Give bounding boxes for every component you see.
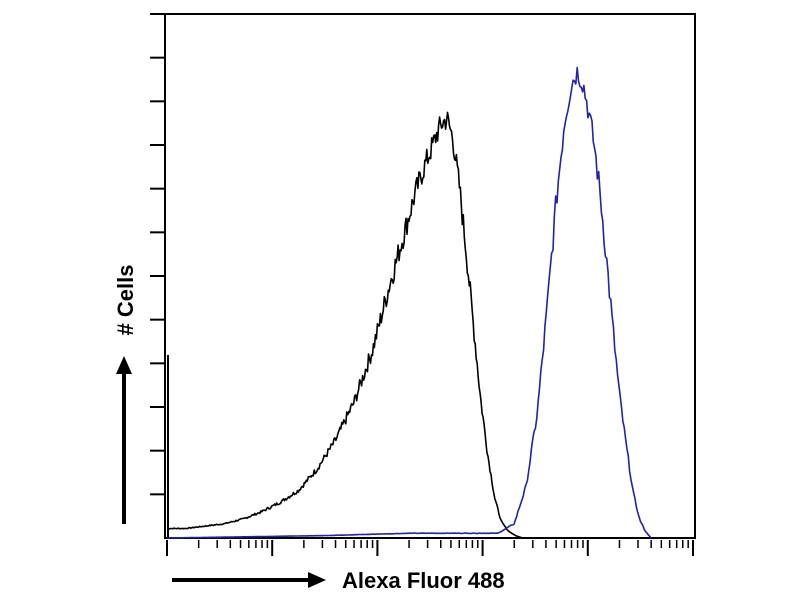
y-axis-arrow [116,356,132,524]
x-axis-label: Alexa Fluor 488 [342,568,505,593]
plot-frame [164,13,696,539]
x-axis-ticks [166,540,694,556]
x-axis-arrow [172,572,326,588]
series-line-1 [166,111,523,539]
y-axis-label: # Cells [113,265,138,336]
series-layer [166,66,652,539]
y-axis-ticks [150,13,165,496]
series-line-2 [167,66,652,539]
